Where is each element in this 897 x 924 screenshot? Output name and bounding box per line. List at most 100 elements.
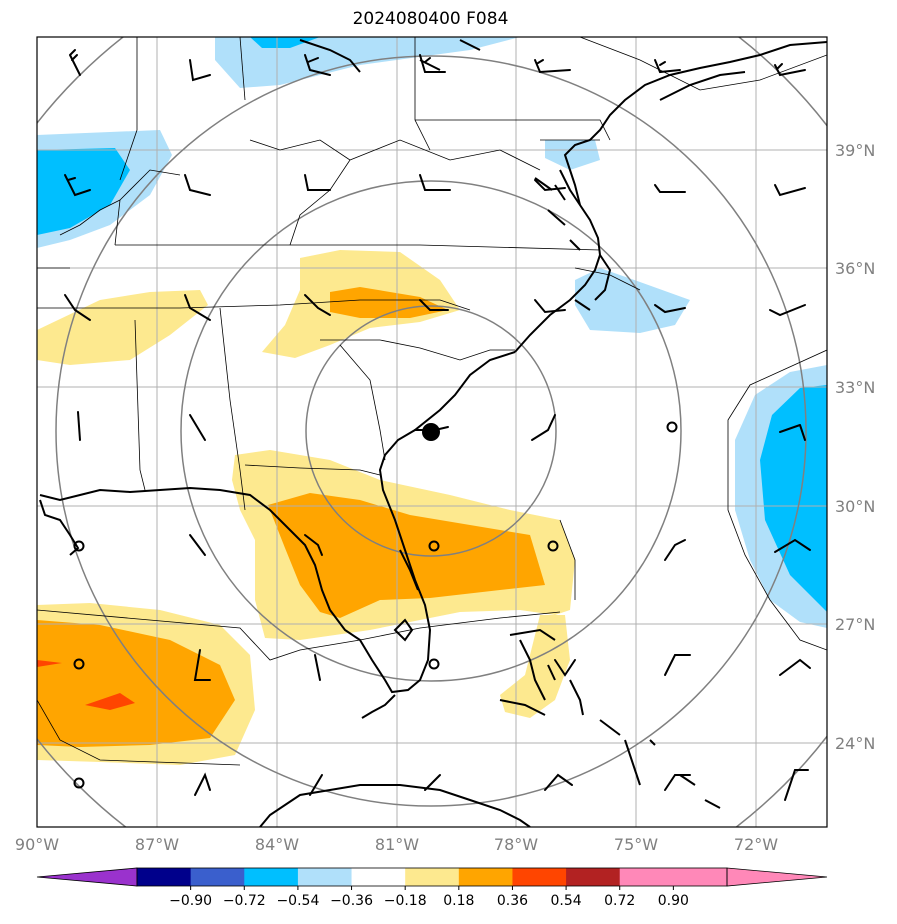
shade-positive-bahamas: [500, 615, 570, 718]
lon-label: 75°W: [614, 835, 658, 854]
coast-chesapeake: [534, 169, 581, 251]
wind-barb: [304, 54, 331, 76]
wind-barb: [531, 414, 556, 441]
graticule: [37, 37, 827, 827]
wind-barb: [184, 294, 211, 321]
range-ring-2: [180, 180, 682, 682]
calm-wind-marker: [666, 421, 678, 433]
wind-barb: [304, 174, 331, 191]
coast-cuba: [259, 784, 531, 827]
coast-great-lakes: [299, 39, 481, 73]
wind-barb: [194, 772, 211, 796]
border-right-eez: [727, 349, 827, 651]
coast-lake-okeechobee: [393, 618, 414, 642]
border-wv-va: [349, 139, 541, 171]
shade-negative-top: [215, 37, 520, 88]
border-oh-wv: [249, 139, 351, 246]
colorbar-tick-label: 0.36: [497, 893, 528, 909]
border-mi-oh: [239, 37, 246, 101]
coast-florida-keys: [361, 694, 396, 719]
storm-center-marker: [422, 423, 440, 441]
wind-barb: [304, 294, 331, 316]
lon-label: 78°W: [494, 835, 538, 854]
wind-barb: [769, 304, 806, 317]
calm-wind-marker: [73, 540, 85, 552]
colorbar-bin: [405, 868, 460, 886]
colorbar-outline: [136, 867, 728, 887]
coast-bahamas-andros: [519, 639, 641, 786]
border-oh-pa: [414, 37, 431, 151]
wind-barb: [654, 59, 681, 74]
colorbar-tick-label: −0.18: [384, 893, 427, 909]
shade-positive-midleft: [37, 290, 208, 365]
calm-wind-marker: [428, 540, 440, 552]
border-tn-ga: [219, 307, 246, 511]
colorbar-bin: [458, 868, 513, 886]
map-title: 2024080400 F084: [352, 9, 509, 29]
wind-barbs: [64, 49, 811, 801]
wind-barb: [309, 774, 323, 796]
border-gulf-eez: [37, 609, 561, 661]
colorbar-tick-label: 0.54: [551, 893, 582, 909]
lon-label: 90°W: [15, 835, 59, 854]
lon-label: 81°W: [375, 835, 419, 854]
border-fl-ga: [244, 464, 381, 476]
colorbar-extend-high: [726, 867, 828, 887]
colorbar-tick-label: −0.36: [330, 893, 373, 909]
wind-barb: [779, 424, 806, 441]
calm-wind-markers: [73, 421, 678, 789]
wind-barb: [189, 59, 211, 82]
colorbar-tick-label: 0.72: [604, 893, 635, 909]
shade-positive-gulf-max-west: [37, 660, 62, 667]
wind-barb: [774, 184, 806, 197]
border-ky-tn: [37, 299, 471, 311]
wind-barb: [189, 414, 206, 441]
wind-barb: [774, 63, 806, 77]
border-il-in: [119, 37, 138, 181]
colorbar-tick-label: 0.90: [658, 893, 689, 909]
coast-pamlico: [574, 254, 612, 311]
shade-positive-gulf-max: [85, 693, 135, 710]
wind-barb: [77, 411, 81, 441]
wind-barb: [314, 654, 321, 681]
border-nc-sc: [320, 339, 515, 361]
wind-barb: [784, 769, 809, 801]
wind-barb: [424, 774, 441, 791]
lat-label: 36°N: [835, 259, 875, 278]
coast-long-island: [659, 71, 746, 101]
wind-barb: [419, 54, 446, 73]
coast-mississippi-delta: [39, 499, 80, 556]
wind-barb: [193, 649, 211, 681]
border-gulf-eez-south: [37, 699, 241, 766]
coast-southeast: [39, 351, 516, 694]
wind-barb: [419, 174, 451, 191]
wind-barb: [654, 184, 686, 193]
calm-wind-marker: [73, 777, 85, 789]
calm-wind-marker: [428, 658, 440, 670]
wind-barb: [664, 539, 686, 561]
wind-barb: [69, 49, 81, 76]
colorbar-tick-label: −0.54: [276, 893, 319, 909]
border-in-ky: [114, 169, 181, 246]
border-ohio-river: [59, 199, 121, 236]
calm-wind-marker: [73, 658, 85, 670]
wind-barb: [64, 294, 91, 321]
wind-barb: [664, 654, 691, 676]
shade-negative-virginia: [575, 268, 690, 333]
border-ms-al: [134, 319, 146, 491]
colorbar-bin: [512, 868, 567, 886]
wind-barb: [64, 174, 91, 197]
coast-bahamas-north: [499, 628, 556, 716]
coastlines: [39, 39, 827, 827]
wind-barb: [779, 658, 811, 676]
colorbar-tick-label: −0.72: [223, 893, 266, 909]
range-ring-1: [305, 305, 557, 557]
colorbar-bin: [244, 868, 299, 886]
wind-barb: [184, 174, 211, 196]
colorbar-bin: [673, 868, 728, 886]
colorbar-bin: [190, 868, 245, 886]
wind-barb: [534, 59, 571, 74]
lat-label: 30°N: [835, 497, 875, 516]
